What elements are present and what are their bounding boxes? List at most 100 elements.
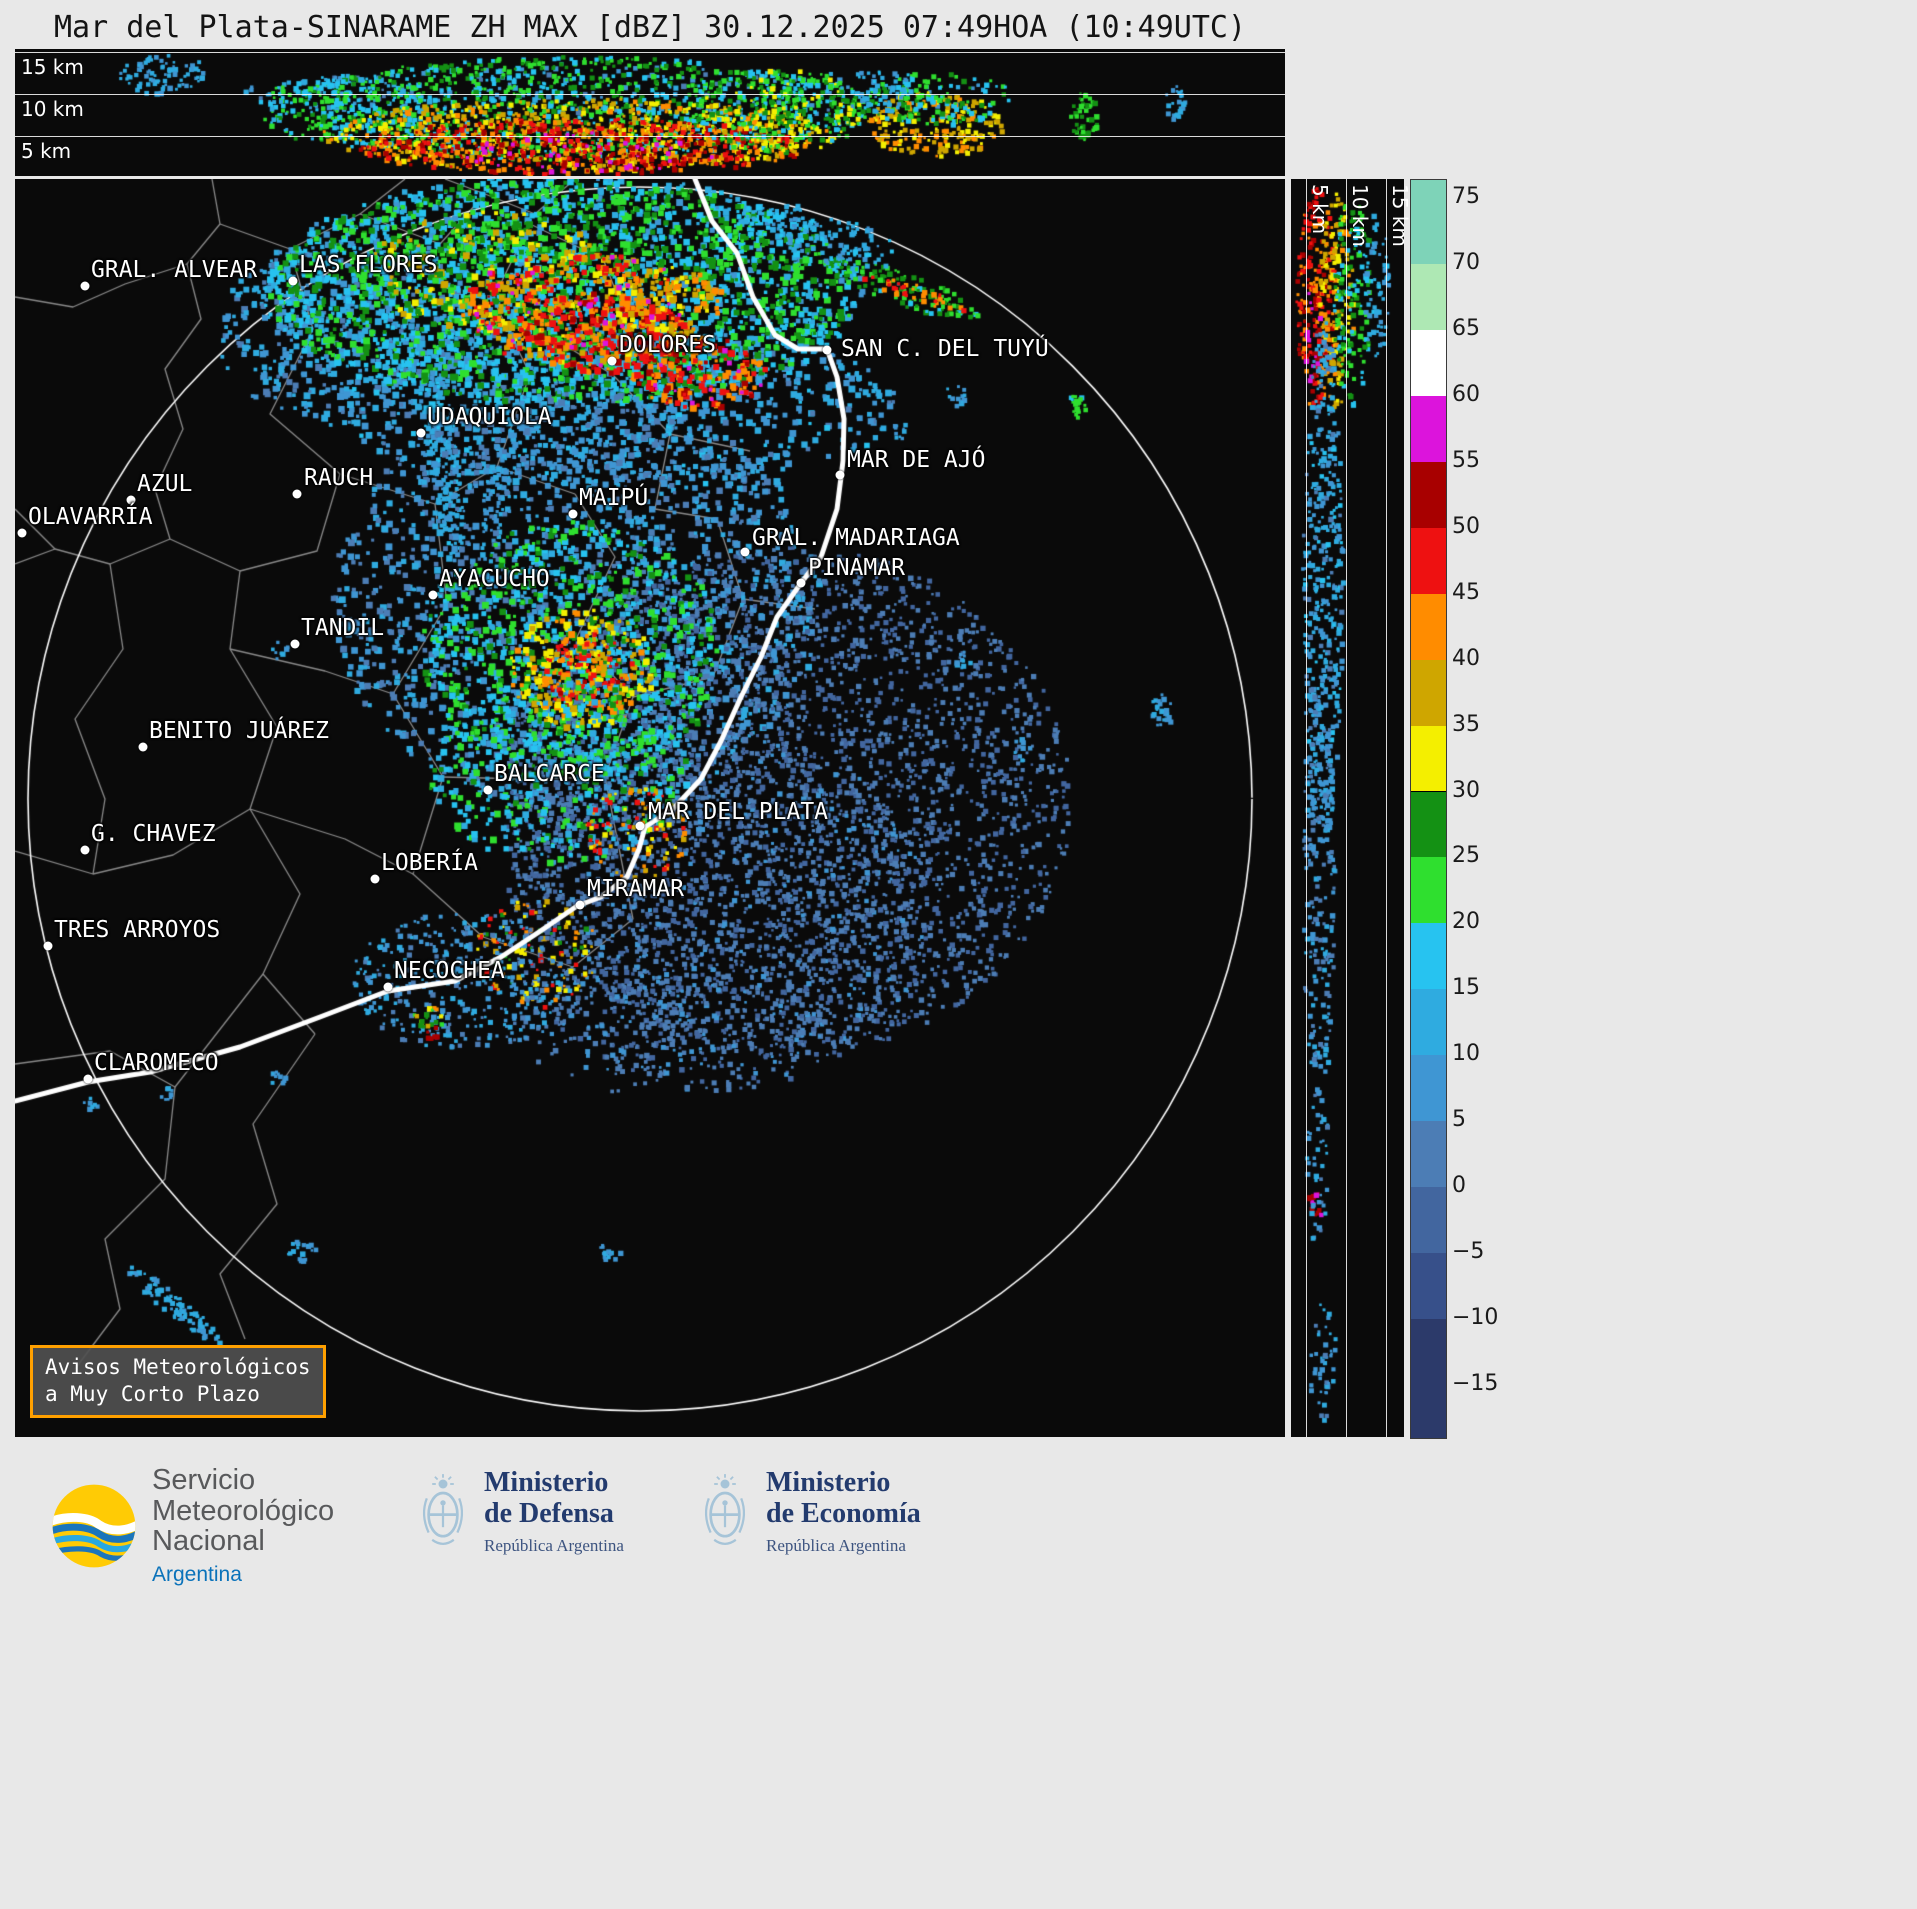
city-label-rauch: RAUCH — [304, 465, 374, 491]
colorbar-segment-0-5 — [1411, 1121, 1446, 1188]
colorbar-segment--5-0 — [1411, 1187, 1446, 1254]
radar-ppi-canvas — [15, 179, 1285, 1437]
cross-section-right-panel: 5 km 10 km 15 km — [1291, 179, 1412, 1437]
city-dot-san-c-del-tuyu — [822, 345, 832, 355]
colorbar-segment-25-30 — [1411, 791, 1446, 858]
colorbar-segment-35-40 — [1411, 659, 1446, 726]
colorbar-segment-15-20 — [1411, 923, 1446, 990]
colorbar-segment--15--10 — [1411, 1319, 1446, 1385]
city-dot-azul — [126, 495, 136, 505]
product-title: Mar del Plata-SINARAME ZH MAX [dBZ] 30.1… — [53, 10, 1247, 45]
colorbar-tick-labels: 75 70 65 60 55 50 45 40 35 30 25 20 15 10 5 0 −5 −10 −15 — [1452, 179, 1532, 1437]
city-dot-balcarce — [483, 785, 493, 795]
colorbar-tick-40: 40 — [1452, 645, 1480, 671]
height-gridline-5-km — [15, 136, 1285, 137]
colorbar-tick-60: 60 — [1452, 381, 1480, 407]
colorbar-tick-10: −10 — [1452, 1305, 1499, 1331]
ministry-economia-line1: Ministerio — [766, 1467, 891, 1498]
colorbar-segment-60-65 — [1411, 329, 1446, 396]
city-label-ayacucho: AYACUCHO — [439, 566, 550, 592]
ministry-economia-name: Ministerio de Economía — [766, 1467, 921, 1530]
city-label-tres-arroyos: TRES ARROYOS — [54, 917, 221, 943]
colorbar-tick-5: 5 — [1452, 1107, 1466, 1133]
cross-section-top-canvas — [15, 49, 1285, 176]
warning-line-1: Avisos Meteorológicos — [45, 1355, 311, 1379]
ministry-defensa-sub: República Argentina — [484, 1535, 624, 1555]
city-dot-dolores — [607, 356, 617, 366]
city-dot-ayacucho — [428, 590, 438, 600]
smn-name-line1: Servicio — [152, 1464, 256, 1496]
height-label-right-5-km: 5 km — [1308, 184, 1332, 235]
ministry-defensa-name: Ministerio de Defensa — [484, 1467, 624, 1530]
smn-name-line3: Nacional — [152, 1525, 265, 1558]
city-dot-tandil — [290, 639, 300, 649]
city-label-loberia: LOBERÍA — [381, 850, 478, 876]
colorbar-tick-10: 10 — [1452, 1041, 1480, 1067]
height-label-right-10-km: 10 km — [1348, 184, 1372, 247]
city-label-las-flores: LAS FLORES — [299, 252, 438, 278]
city-label-azul: AZUL — [137, 471, 193, 497]
colorbar-segment-10-15 — [1411, 989, 1446, 1056]
ministry-economia-sub: República Argentina — [766, 1535, 906, 1555]
smn-logo-group: Servicio Meteorológico Nacional Argentin… — [50, 1465, 334, 1587]
colorbar-tick-70: 70 — [1452, 249, 1480, 275]
ministry-defensa-line1: Ministerio — [484, 1467, 609, 1498]
colorbar-tick-50: 50 — [1452, 513, 1480, 539]
colorbar-segment-50-55 — [1411, 461, 1446, 528]
city-dot-loberia — [370, 874, 380, 884]
smn-country: Argentina — [152, 1563, 242, 1587]
city-label-necochea: NECOCHEA — [394, 958, 505, 984]
city-label-miramar: MIRAMAR — [587, 876, 684, 902]
colorbar-segment-45-50 — [1411, 527, 1446, 594]
radar-map-panel: GRAL. ALVEAR LAS FLORES DOLORES SAN C. DEL … — [15, 179, 1285, 1437]
colorbar-tick-15: −15 — [1452, 1371, 1499, 1396]
city-dot-necochea — [383, 982, 393, 992]
city-label-mar-de-ajo: MAR DE AJÓ — [847, 447, 986, 473]
colorbar-segment-70-75 — [1411, 198, 1446, 264]
smn-name: Servicio Meteorológico Nacional — [152, 1465, 334, 1557]
coat-of-arms-icon — [422, 1474, 464, 1546]
warning-box[interactable]: Avisos Meteorológicos a Muy Corto Plazo — [30, 1345, 326, 1418]
height-label-right-15-km: 15 km — [1388, 184, 1412, 247]
ministry-economia-group: Ministerio de Economía República Argenti… — [698, 1467, 921, 1556]
colorbar-tick-15: 15 — [1452, 975, 1480, 1001]
colorbar-segment-30-35 — [1411, 725, 1446, 792]
height-label-15-km: 15 km — [21, 55, 84, 79]
ministry-economia-line2: de Economía — [766, 1498, 921, 1530]
city-label-olavarria: OLAVARRÍA — [28, 504, 153, 530]
city-dot-mar-del-plata — [635, 821, 645, 831]
smn-name-line2: Meteorológico — [152, 1494, 335, 1527]
height-gridline-right-15-km — [1386, 179, 1387, 1437]
city-label-gral-madariaga: GRAL. MADARIAGA — [752, 525, 960, 551]
height-label-10-km: 10 km — [21, 97, 84, 121]
colorbar-tick-65: 65 — [1452, 315, 1480, 341]
ministry-defensa-line2: de Defensa — [484, 1498, 614, 1530]
city-dot-maipu — [568, 509, 578, 519]
city-label-balcarce: BALCARCE — [494, 761, 605, 787]
reflectivity-colorbar — [1410, 179, 1447, 1439]
colorbar-cap-bottom — [1411, 1385, 1446, 1438]
city-label-udaquiola: UDAQUIOLA — [427, 404, 552, 430]
colorbar-tick-30: 30 — [1452, 777, 1480, 803]
city-label-maipu: MAIPÚ — [579, 485, 649, 511]
city-label-pinamar: PINAMAR — [808, 555, 905, 581]
colorbar-segment-40-45 — [1411, 593, 1446, 660]
colorbar-segment-20-25 — [1411, 857, 1446, 924]
city-dot-las-flores — [288, 276, 298, 286]
colorbar-tick-5: −5 — [1452, 1239, 1485, 1265]
height-label-5-km: 5 km — [21, 139, 72, 163]
city-dot-gral-alvear — [80, 281, 90, 291]
city-label-tandil: TANDIL — [301, 615, 385, 641]
height-gridline-right-10-km — [1346, 179, 1347, 1437]
city-label-mar-del-plata: MAR DEL PLATA — [648, 799, 829, 825]
city-dot-miramar — [575, 900, 585, 910]
footer: Servicio Meteorológico Nacional Argentin… — [0, 1437, 1917, 1909]
colorbar-tick-20: 20 — [1452, 909, 1480, 935]
colorbar-tick-0: 0 — [1452, 1173, 1466, 1199]
colorbar-segment--10--5 — [1411, 1253, 1446, 1320]
city-label-dolores: DOLORES — [619, 332, 716, 358]
city-label-gral-alvear: GRAL. ALVEAR — [91, 257, 258, 283]
colorbar-cap-top — [1411, 180, 1446, 198]
cross-section-right-canvas — [1291, 179, 1404, 1437]
colorbar-tick-25: 25 — [1452, 843, 1480, 869]
